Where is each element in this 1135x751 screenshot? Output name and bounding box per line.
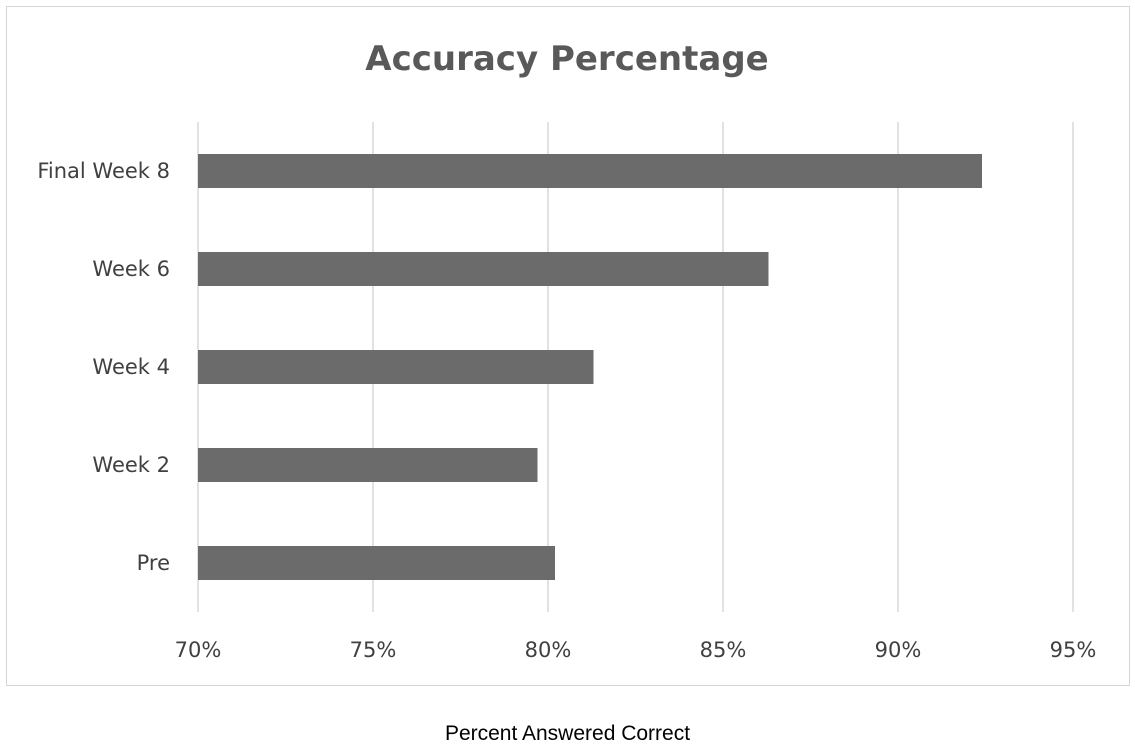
x-axis-label: Percent Answered Correct bbox=[444, 722, 691, 745]
category-labels: Final Week 8 Week 6 Week 4 Week 2 Pre bbox=[37, 159, 170, 575]
category-label: Week 2 bbox=[92, 453, 170, 477]
x-tick-label: 70% bbox=[175, 638, 222, 662]
category-label: Pre bbox=[137, 551, 170, 575]
chart-title: Accuracy Percentage bbox=[365, 39, 768, 79]
x-tick-label: 90% bbox=[875, 638, 922, 662]
bar bbox=[198, 252, 769, 286]
bar bbox=[198, 546, 555, 580]
chart-frame bbox=[6, 6, 1130, 686]
category-label: Week 4 bbox=[92, 355, 170, 379]
bars bbox=[198, 154, 982, 580]
x-tick-label: 85% bbox=[700, 638, 747, 662]
bar bbox=[198, 350, 594, 384]
x-tick-label: 95% bbox=[1050, 638, 1097, 662]
x-tick-labels: 70% 75% 80% 85% 90% 95% bbox=[175, 638, 1097, 662]
x-tick-label: 80% bbox=[525, 638, 572, 662]
gridlines bbox=[197, 122, 1074, 612]
x-tick-label: 75% bbox=[350, 638, 397, 662]
category-label: Week 6 bbox=[92, 257, 170, 281]
category-label: Final Week 8 bbox=[37, 159, 170, 183]
bar bbox=[198, 448, 538, 482]
bar bbox=[198, 154, 982, 188]
